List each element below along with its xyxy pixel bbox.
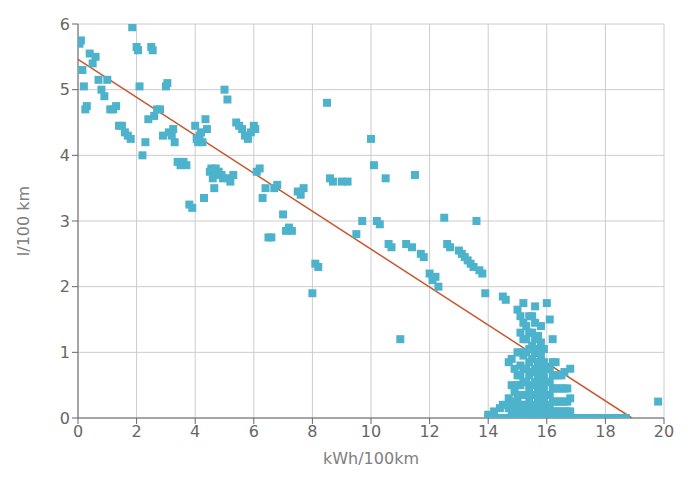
svg-text:20: 20 [654, 422, 674, 441]
svg-text:2: 2 [132, 422, 142, 441]
svg-text:4: 4 [190, 422, 200, 441]
svg-text:l/100 km: l/100 km [14, 186, 33, 256]
svg-text:18: 18 [595, 422, 615, 441]
svg-text:6: 6 [249, 422, 259, 441]
svg-text:1: 1 [60, 343, 70, 362]
svg-text:4: 4 [60, 146, 70, 165]
svg-text:0: 0 [73, 422, 83, 441]
svg-text:14: 14 [478, 422, 498, 441]
svg-text:3: 3 [60, 212, 70, 231]
svg-text:0: 0 [60, 409, 70, 428]
svg-text:5: 5 [60, 80, 70, 99]
svg-text:16: 16 [537, 422, 557, 441]
svg-text:2: 2 [60, 277, 70, 296]
svg-text:8: 8 [307, 422, 317, 441]
svg-text:12: 12 [419, 422, 439, 441]
svg-text:10: 10 [361, 422, 381, 441]
svg-text:6: 6 [60, 15, 70, 34]
svg-text:kWh/100km: kWh/100km [323, 449, 419, 468]
